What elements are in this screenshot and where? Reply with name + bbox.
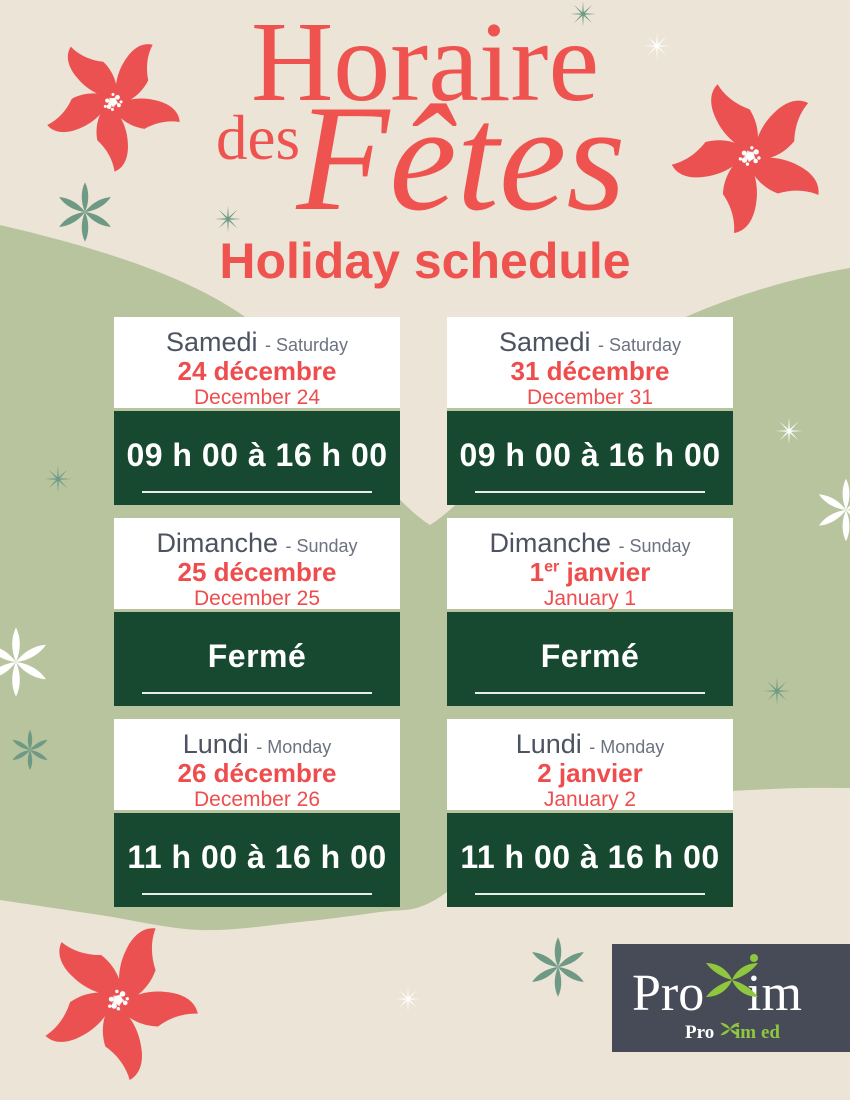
svg-text:im: im (747, 965, 802, 1022)
svg-text:Pro: Pro (632, 965, 704, 1022)
svg-text:ed: ed (761, 1022, 780, 1043)
svg-text:Pro: Pro (685, 1022, 714, 1043)
svg-text:im: im (735, 1022, 756, 1043)
